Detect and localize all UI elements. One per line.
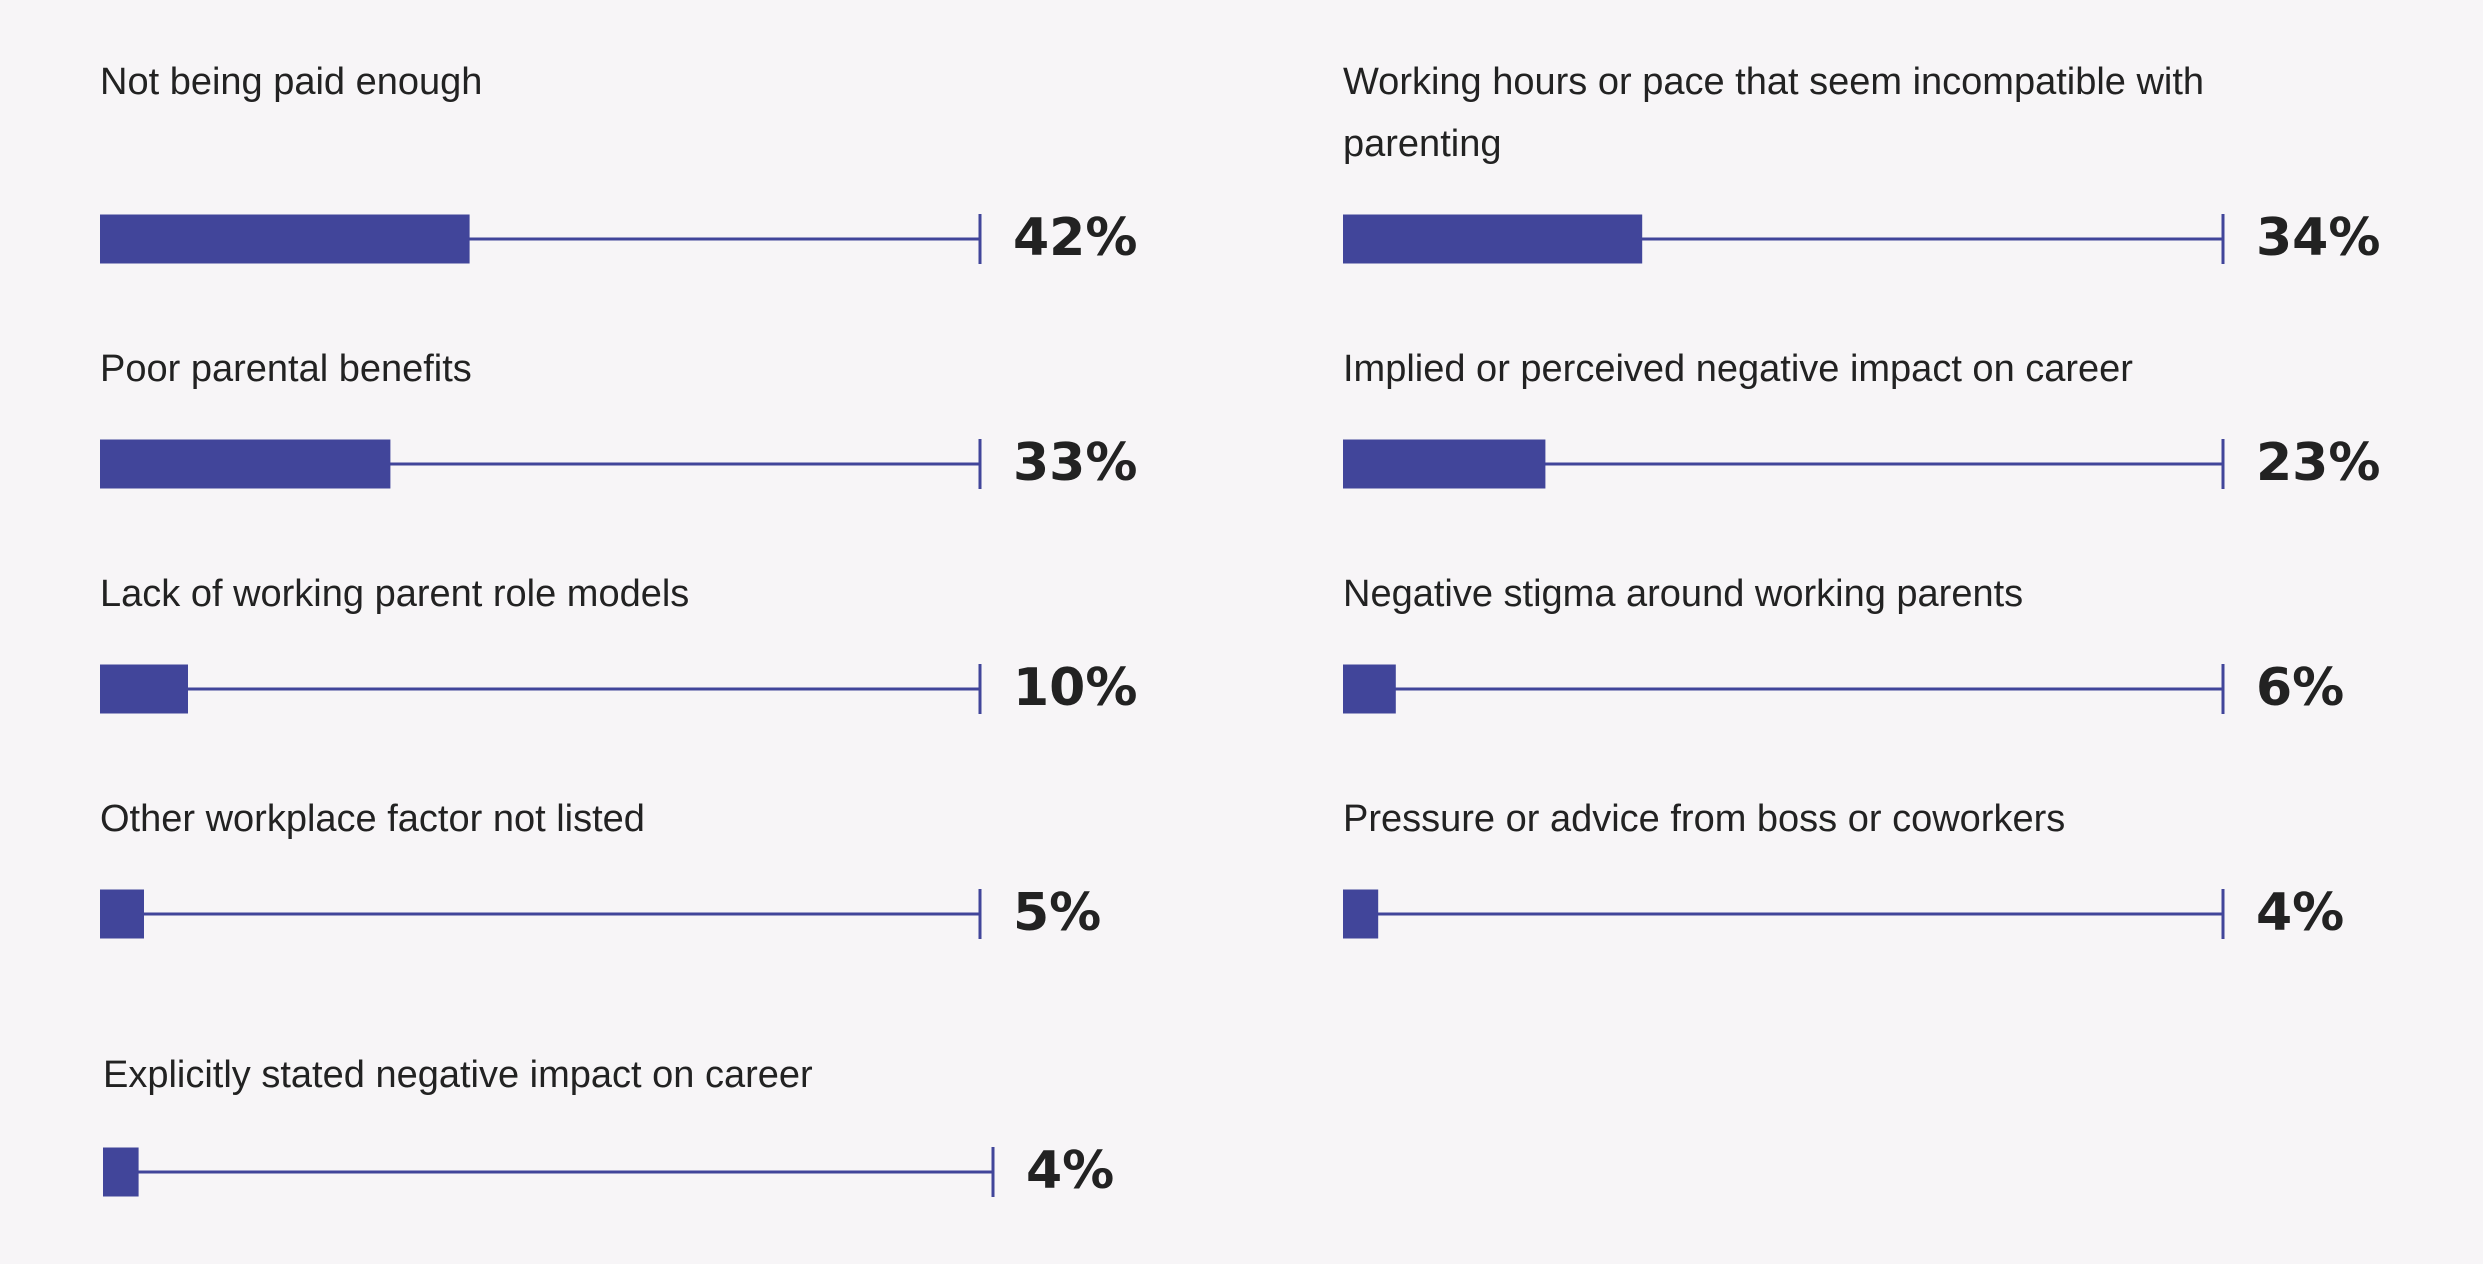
- bar: [1343, 439, 1546, 489]
- bar: [100, 664, 188, 714]
- item-label: Poor parental benefits: [100, 348, 472, 390]
- value-label: 33%: [1013, 433, 1137, 493]
- value-label: 23%: [2256, 433, 2380, 493]
- bar: [103, 1147, 139, 1197]
- item-label: Implied or perceived negative impact on …: [1343, 348, 2133, 390]
- bar: [1343, 664, 1396, 714]
- item-label: Not being paid enough: [100, 61, 483, 103]
- item-label: Lack of working parent role models: [100, 573, 690, 615]
- bar: [100, 889, 144, 939]
- bar: [1343, 214, 1643, 264]
- item-label: Other workplace factor not listed: [100, 798, 645, 840]
- bar: [100, 214, 470, 264]
- value-label: 4%: [1026, 1141, 1114, 1201]
- item-label: Negative stigma around working parents: [1343, 573, 2024, 615]
- bar: [1343, 889, 1379, 939]
- value-label: 4%: [2256, 883, 2344, 943]
- item-label: Explicitly stated negative impact on car…: [103, 1054, 813, 1096]
- value-label: 6%: [2256, 658, 2344, 718]
- item-label: Working hours or pace that seem incompat…: [1343, 61, 2205, 165]
- value-label: 5%: [1013, 883, 1101, 943]
- value-label: 10%: [1013, 658, 1137, 718]
- value-label: 42%: [1013, 208, 1137, 268]
- value-label: 34%: [2256, 208, 2380, 268]
- item-label: Pressure or advice from boss or coworker…: [1343, 798, 2066, 840]
- bar: [100, 439, 391, 489]
